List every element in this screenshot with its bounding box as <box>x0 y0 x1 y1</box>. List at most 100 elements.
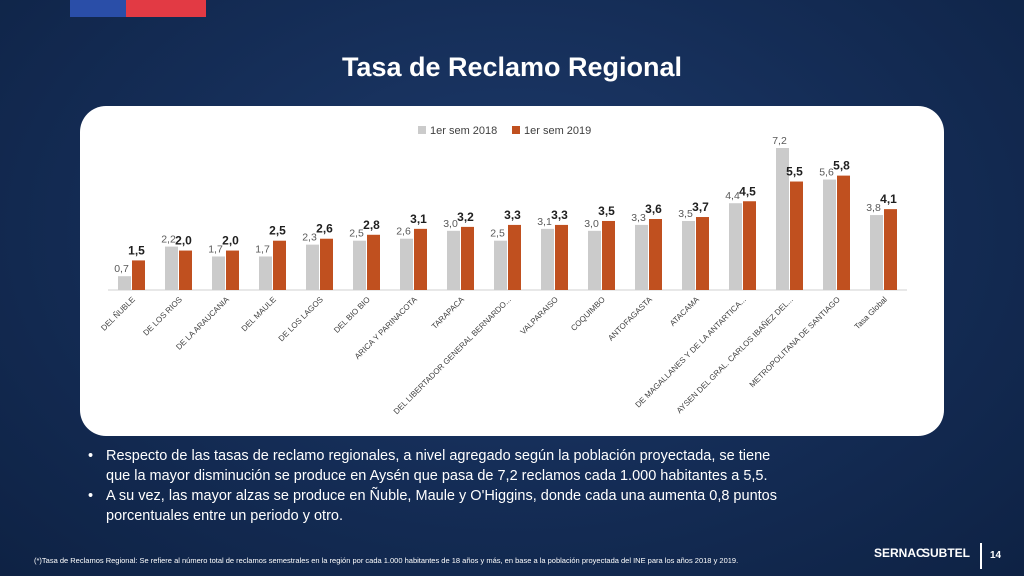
bar <box>870 215 883 290</box>
data-label: 3,5 <box>598 204 615 218</box>
sernac-logo: SERNAC <box>874 546 925 561</box>
legend-label: 1er sem 2018 <box>430 125 497 137</box>
data-label: 2,5 <box>269 224 286 238</box>
flag-stripe <box>70 0 206 17</box>
bar <box>461 226 474 290</box>
tick-label: METROPOLITANA DE SANTIAGO <box>748 295 842 389</box>
data-label: 5,6 <box>819 167 834 179</box>
data-label: 3,7 <box>692 200 709 214</box>
tick-label: DEL BIO BIO <box>332 295 372 335</box>
page-number: 14 <box>990 550 1002 561</box>
data-label: 5,8 <box>833 159 850 173</box>
data-label: 3,3 <box>631 212 646 224</box>
bar <box>306 244 319 290</box>
tick-label: DEL ÑUBLE <box>99 295 137 333</box>
flag-red <box>126 0 206 17</box>
bar <box>400 238 413 290</box>
bar <box>588 230 601 290</box>
footnote: (*)Tasa de Reclamos Regional: Se refiere… <box>34 556 739 565</box>
slide-title: Tasa de Reclamo Regional <box>341 52 683 82</box>
bar <box>165 246 178 290</box>
bar <box>118 276 131 290</box>
data-label: 3,5 <box>678 208 693 220</box>
data-label: 2,0 <box>222 234 239 248</box>
data-label: 2,0 <box>175 234 192 248</box>
bar <box>790 181 803 290</box>
data-label: 2,6 <box>316 222 333 236</box>
bar-chart: 1er sem 2018 1er sem 2019 0,7 1,5 DEL ÑUBLE 2… <box>99 125 907 416</box>
tick-label: DE LOS RIOS <box>141 295 184 338</box>
bar <box>320 238 333 290</box>
tick-label: COQUIMBO <box>569 295 607 333</box>
bar <box>226 250 239 290</box>
bar <box>776 148 789 290</box>
bar <box>212 256 225 290</box>
bar <box>602 220 615 290</box>
footer-divider <box>980 543 982 569</box>
bullet-list: Respecto de las tasas de reclamo regiona… <box>86 446 786 526</box>
flag-blue <box>70 0 126 17</box>
data-label: 3,0 <box>584 218 599 230</box>
bar <box>273 240 286 290</box>
bar <box>837 175 850 290</box>
data-label: 3,1 <box>410 212 427 226</box>
tick-label: TARAPACA <box>430 295 466 331</box>
bar <box>823 179 836 290</box>
tick-label: ATACAMA <box>668 295 701 328</box>
bar <box>884 209 897 290</box>
bar <box>447 230 460 290</box>
bar <box>414 228 427 290</box>
data-label: 7,2 <box>772 135 787 147</box>
data-label: 2,6 <box>396 226 411 238</box>
bar <box>649 219 662 290</box>
legend-swatch <box>512 126 520 134</box>
tick-label: VALPARAISO <box>519 295 560 336</box>
bar <box>508 224 521 290</box>
data-label: 4,1 <box>880 192 897 206</box>
data-label: 3,8 <box>866 202 881 214</box>
data-label: 3,1 <box>537 216 552 228</box>
data-label: 4,4 <box>725 190 740 202</box>
tick-label: Tasa Global <box>853 295 889 331</box>
bar <box>353 240 366 290</box>
bar <box>367 234 380 290</box>
data-label: 2,8 <box>363 218 380 232</box>
bar <box>259 256 272 290</box>
data-label: 2,5 <box>349 228 364 240</box>
data-label: 4,5 <box>739 184 756 198</box>
bar <box>555 224 568 290</box>
bar <box>494 240 507 290</box>
bar <box>541 228 554 290</box>
legend-swatch <box>418 126 426 134</box>
bar <box>682 220 695 290</box>
tick-label: DE LA ARAUCANIA <box>174 295 231 352</box>
subtel-logo: SUBTEL <box>922 546 970 561</box>
data-label: 2,3 <box>302 232 317 244</box>
chart-panel: 1er sem 2018 1er sem 2019 0,7 1,5 DEL ÑUBLE 2… <box>80 106 944 436</box>
bullet-item: Respecto de las tasas de reclamo regiona… <box>86 446 786 486</box>
data-label: 3,6 <box>645 202 662 216</box>
tick-label: DEL MAULE <box>240 295 278 333</box>
legend-label: 1er sem 2019 <box>524 125 591 137</box>
data-label: 3,0 <box>443 218 458 230</box>
data-label: 3,3 <box>504 208 521 222</box>
data-label: 2,5 <box>490 228 505 240</box>
bar <box>179 250 192 290</box>
bar <box>729 203 742 290</box>
bullet-item: A su vez, las mayor alzas se produce en … <box>86 486 786 526</box>
data-label: 1,5 <box>128 243 145 257</box>
bar <box>132 260 145 290</box>
bar <box>635 224 648 290</box>
data-label: 1,7 <box>255 243 270 255</box>
data-label: 0,7 <box>114 263 129 275</box>
bar <box>743 201 756 290</box>
sernac-logo-text: SERNAC <box>874 546 925 560</box>
data-label: 2,2 <box>161 234 176 246</box>
data-label: 5,5 <box>786 165 803 179</box>
tick-label: ANTOFAGASTA <box>606 295 654 343</box>
bar <box>696 217 709 290</box>
tick-label: DE LOS LAGOS <box>277 295 325 343</box>
data-label: 1,7 <box>208 243 223 255</box>
data-label: 3,2 <box>457 210 474 224</box>
subtel-logo-text: SUBTEL <box>922 546 970 560</box>
